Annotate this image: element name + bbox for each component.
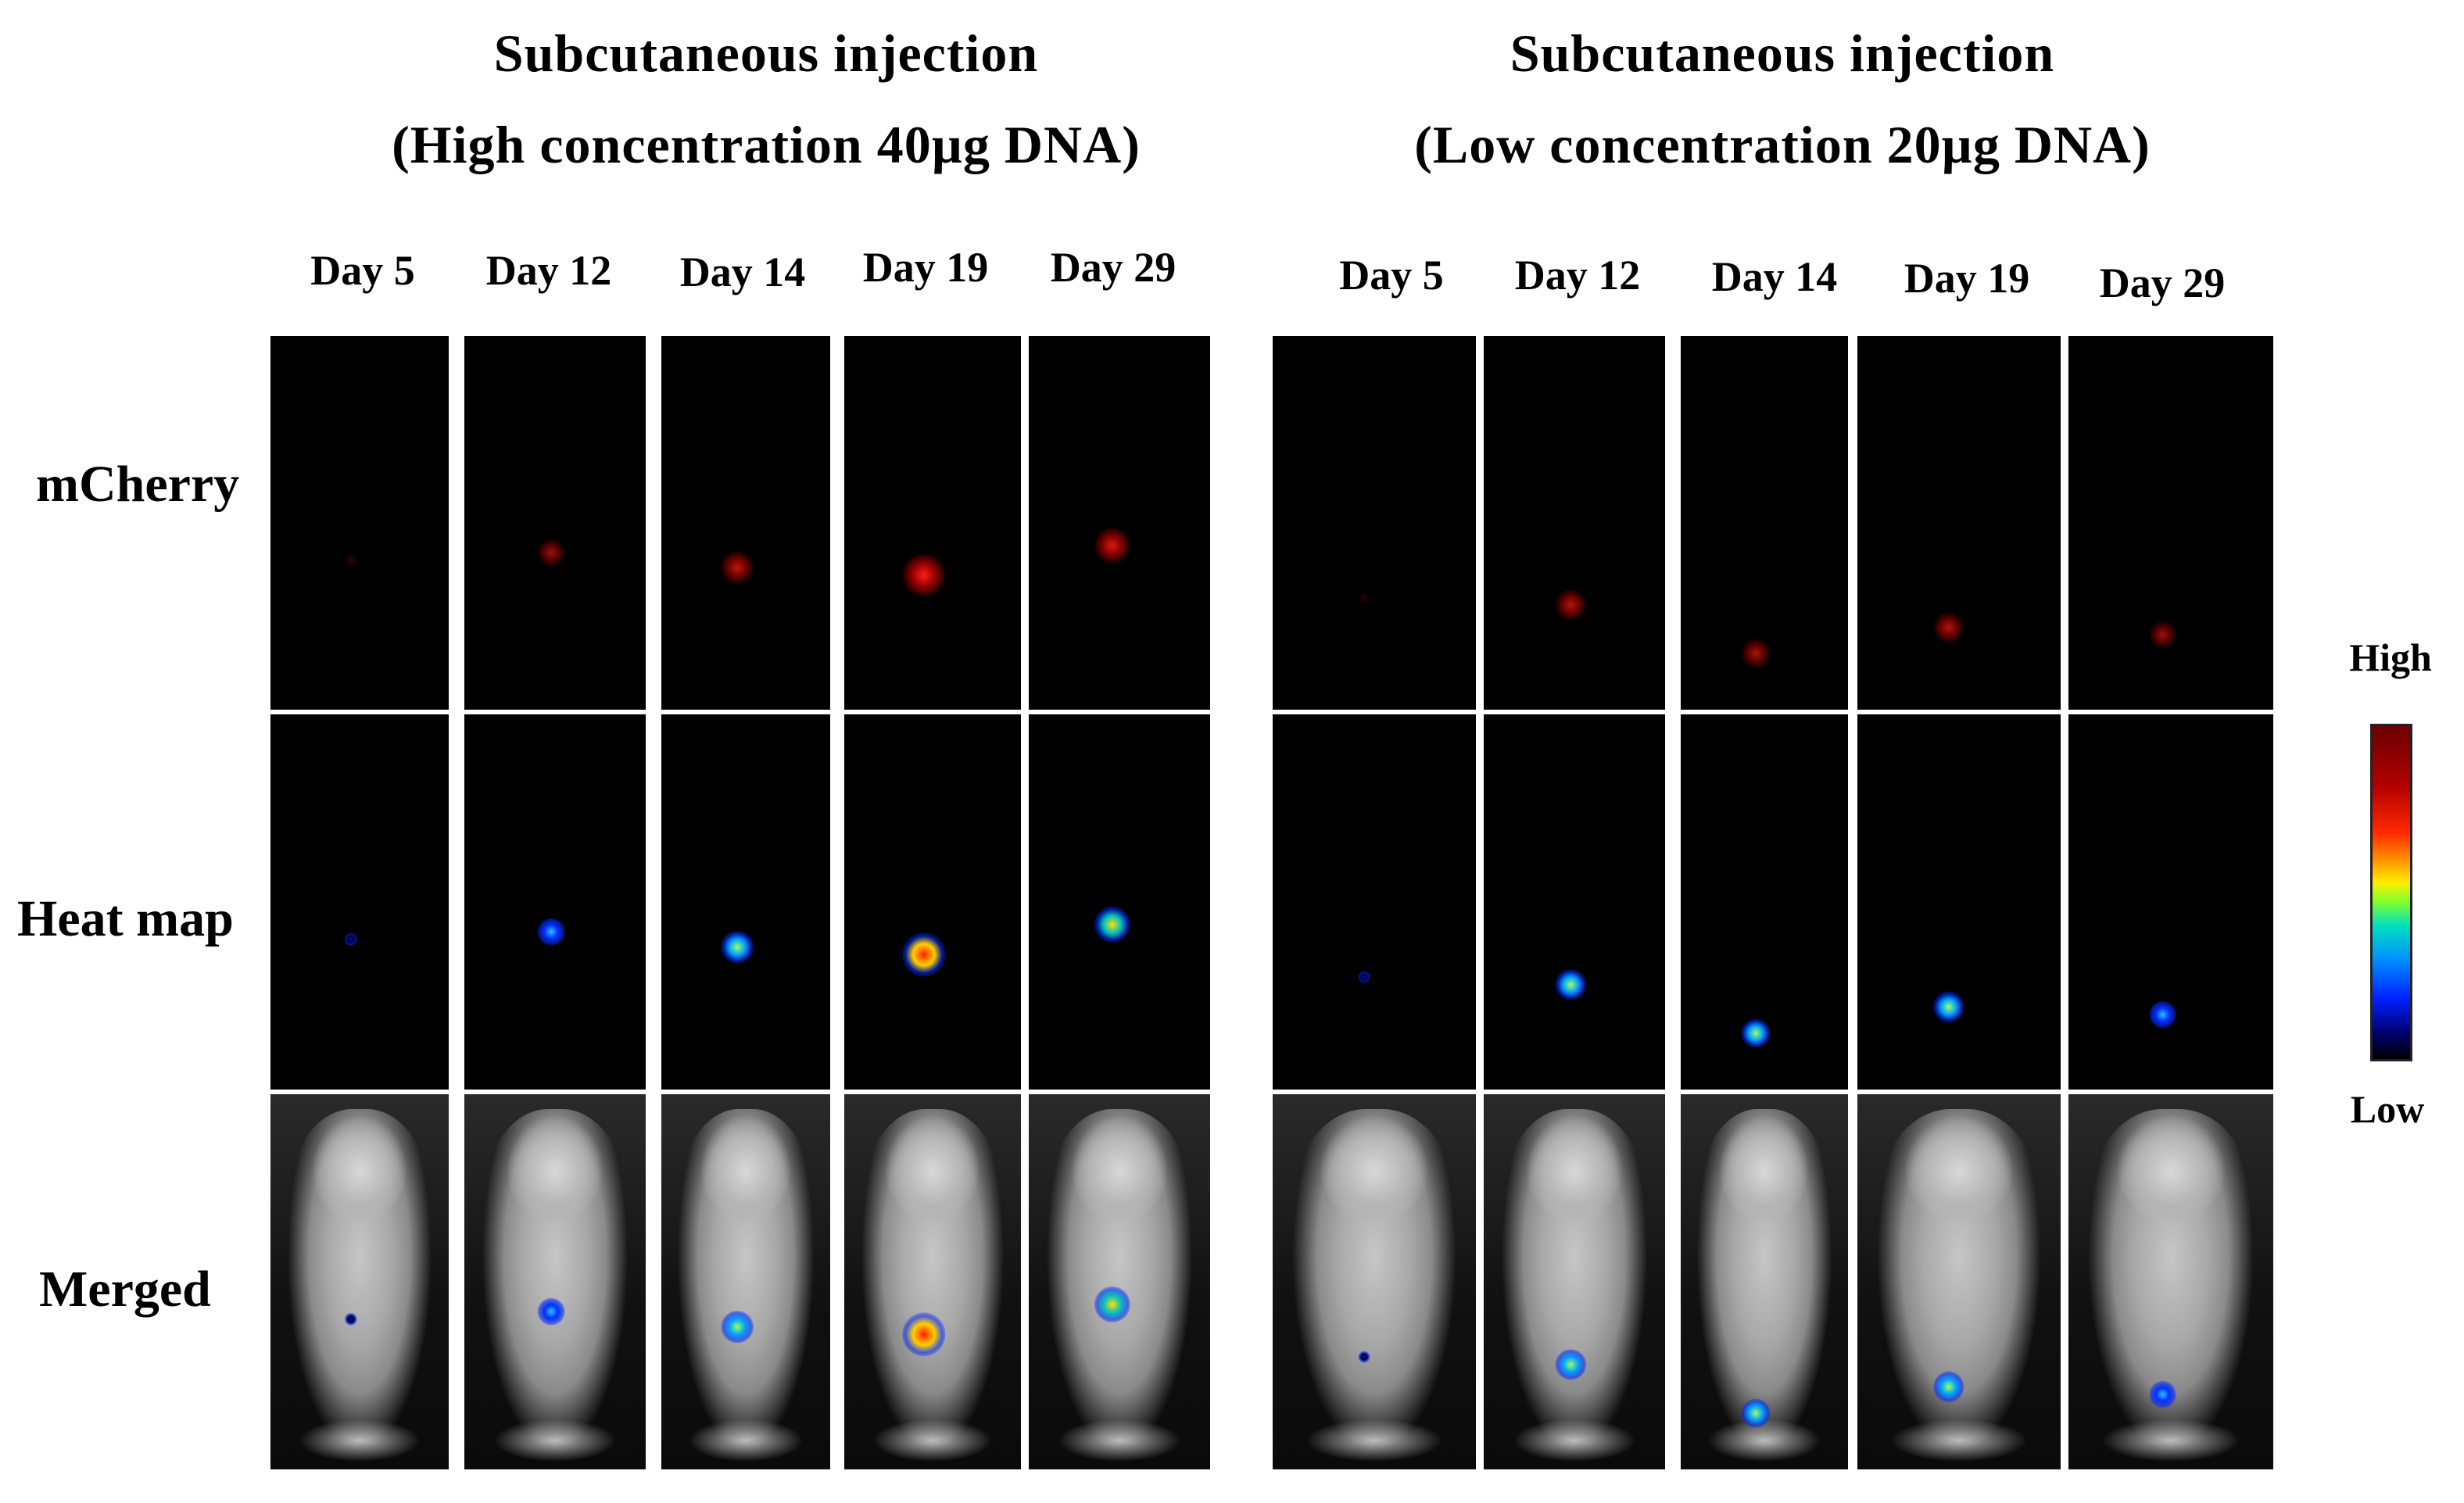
low-merged-panel-1	[1273, 1094, 1476, 1469]
day-label-low-2: Day 12	[1514, 252, 1641, 299]
high-mcherry-panel-2	[464, 336, 646, 710]
signal-spot	[344, 932, 357, 947]
low-heatmap-panel-4	[1857, 714, 2061, 1090]
low-mcherry-panel-2	[1484, 336, 1665, 710]
low-heatmap-panel-2	[1484, 714, 1665, 1090]
mouse-image	[858, 1109, 1007, 1462]
signal-spot	[1741, 1018, 1771, 1048]
high-heatmap-panel-4	[844, 714, 1021, 1090]
low-mcherry-panel-5	[2068, 336, 2273, 710]
signal-spot	[721, 1310, 754, 1344]
signal-spot	[538, 1298, 565, 1326]
signal-spot	[1358, 592, 1370, 604]
signal-spot	[1933, 1371, 1964, 1403]
high-merged-panel-3	[661, 1094, 830, 1469]
low-heatmap-panel-1	[1273, 714, 1476, 1090]
colorbar-low-label: Low	[2350, 1087, 2425, 1131]
intensity-colorbar	[2370, 724, 2412, 1061]
mouse-image	[1873, 1109, 2045, 1462]
low-mcherry-panel-4	[1857, 336, 2061, 710]
signal-spot	[901, 1312, 946, 1356]
day-label-high-3: Day 14	[679, 249, 806, 295]
signal-spot	[2149, 1380, 2176, 1408]
high-merged-panel-4	[844, 1094, 1021, 1469]
day-label-low-4: Day 19	[1904, 255, 2030, 302]
high-heatmap-panel-5	[1029, 714, 1210, 1090]
title-low-line1: Subcutaneous injection	[1510, 23, 2055, 83]
signal-spot	[344, 553, 357, 567]
high-mcherry-panel-5	[1029, 336, 1210, 710]
signal-spot	[901, 932, 946, 976]
day-label-high-4: Day 19	[862, 244, 989, 291]
title-low-line2: (Low concentration 20µg DNA)	[1414, 115, 2151, 174]
low-heatmap-panel-3	[1681, 714, 1848, 1090]
mouse-image	[478, 1109, 632, 1462]
day-label-high-2: Day 12	[485, 247, 612, 294]
signal-spot	[721, 551, 754, 585]
mouse-image	[675, 1109, 817, 1462]
signal-spot	[344, 1312, 357, 1326]
mouse-image	[1288, 1109, 1460, 1462]
signal-spot	[901, 553, 946, 597]
signal-spot	[538, 539, 565, 567]
low-mcherry-panel-3	[1681, 336, 1848, 710]
title-high-line2: (High concentration 40µg DNA)	[392, 115, 1141, 174]
high-heatmap-panel-2	[464, 714, 646, 1090]
row-label-mcherry: mCherry	[36, 456, 240, 513]
low-merged-panel-3	[1681, 1094, 1848, 1469]
signal-spot	[2149, 1000, 2176, 1029]
signal-spot	[538, 918, 565, 946]
day-label-low-1: Day 5	[1339, 252, 1444, 299]
high-merged-panel-1	[270, 1094, 449, 1469]
low-merged-panel-5	[2068, 1094, 2273, 1469]
high-heatmap-panel-3	[661, 714, 830, 1090]
colorbar-high-label: High	[2349, 635, 2432, 679]
signal-spot	[1094, 1286, 1130, 1322]
mouse-image	[2084, 1109, 2258, 1462]
signal-spot	[1555, 1348, 1587, 1380]
signal-spot	[1094, 906, 1130, 943]
signal-spot	[721, 930, 754, 964]
mouse-image	[1043, 1109, 1196, 1462]
signal-spot	[1358, 971, 1370, 983]
high-mcherry-panel-1	[270, 336, 449, 710]
row-label-merged: Merged	[39, 1261, 211, 1318]
day-label-low-3: Day 14	[1711, 253, 1838, 300]
low-mcherry-panel-1	[1273, 336, 1476, 710]
high-merged-panel-2	[464, 1094, 646, 1469]
day-label-high-5: Day 29	[1050, 244, 1176, 291]
signal-spot	[1358, 1351, 1370, 1363]
high-merged-panel-5	[1029, 1094, 1210, 1469]
signal-spot	[1094, 527, 1130, 564]
row-label-heat-map: Heat map	[17, 890, 234, 947]
day-label-low-5: Day 29	[2099, 259, 2226, 306]
low-heatmap-panel-5	[2068, 714, 2273, 1090]
signal-spot	[1933, 991, 1964, 1023]
signal-spot	[1741, 639, 1771, 668]
day-label-high-1: Day 5	[310, 247, 415, 294]
signal-spot	[2149, 621, 2176, 649]
low-merged-panel-4	[1857, 1094, 2061, 1469]
mouse-image	[1498, 1109, 1651, 1462]
high-mcherry-panel-4	[844, 336, 1021, 710]
title-high-line1: Subcutaneous injection	[493, 23, 1039, 83]
high-heatmap-panel-1	[270, 714, 449, 1090]
signal-spot	[1555, 589, 1587, 621]
high-mcherry-panel-3	[661, 336, 830, 710]
signal-spot	[1741, 1398, 1771, 1428]
signal-spot	[1933, 612, 1964, 643]
mouse-image	[285, 1109, 435, 1462]
signal-spot	[1555, 968, 1587, 1000]
low-merged-panel-2	[1484, 1094, 1665, 1469]
